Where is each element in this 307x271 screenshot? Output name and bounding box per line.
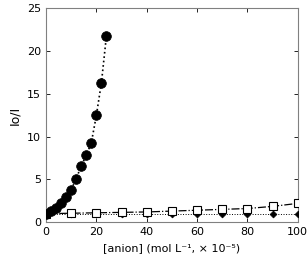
Y-axis label: Io/I: Io/I — [9, 106, 21, 125]
X-axis label: [anion] (mol L⁻¹, × 10⁻⁵): [anion] (mol L⁻¹, × 10⁻⁵) — [103, 243, 240, 253]
